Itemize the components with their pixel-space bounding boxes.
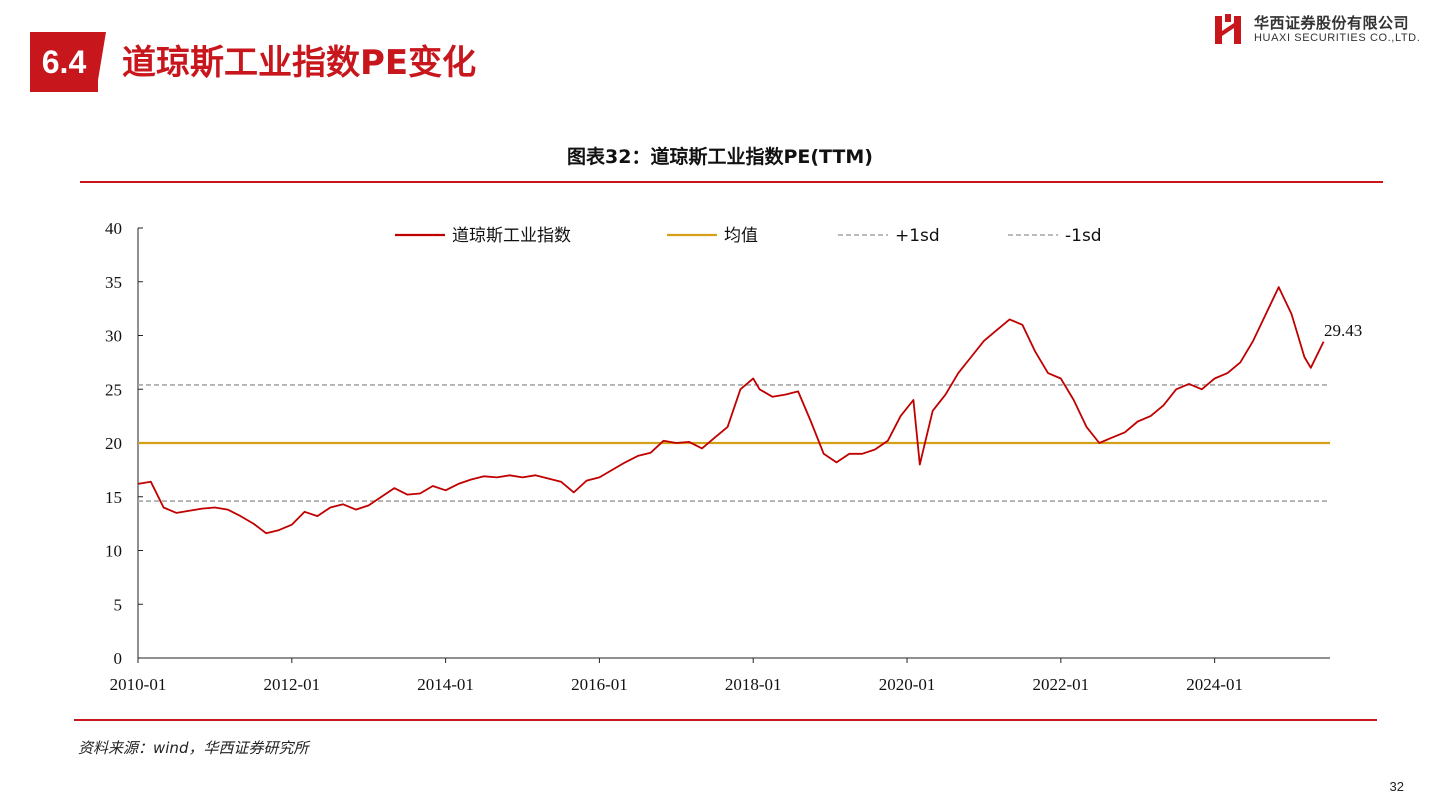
x-tick-label: 2014-01 <box>417 675 474 694</box>
x-tick-label: 2022-01 <box>1033 675 1090 694</box>
legend-label: 均值 <box>724 226 758 246</box>
chart-title: 图表32：道琼斯工业指数PE(TTM) <box>567 146 873 168</box>
x-tick-label: 2018-01 <box>725 675 782 694</box>
huaxi-logo-icon <box>1215 14 1241 44</box>
section-title: 道琼斯工业指数PE变化 <box>122 43 477 83</box>
y-tick-label: 25 <box>105 380 122 399</box>
legend-label: 道琼斯工业指数 <box>452 226 571 246</box>
logo-chinese-name: 华西证券股份有限公司 <box>1254 14 1410 32</box>
series-line-dji-pe <box>137 286 1325 535</box>
y-tick-label: 30 <box>105 327 122 346</box>
source-note: 资料来源：wind，华西证券研究所 <box>78 739 309 757</box>
legend-label: -1sd <box>1065 226 1102 246</box>
y-tick-label: 0 <box>114 649 123 668</box>
company-logo: 华西证券股份有限公司 HUAXI SECURITIES CO.,LTD. <box>1214 12 1429 48</box>
section-number-badge: 6.4 <box>30 32 98 92</box>
legend: 道琼斯工业指数 均值 +1sd -1sd <box>395 226 1102 246</box>
y-tick-label: 40 <box>105 219 122 238</box>
x-tick-label: 2010-01 <box>110 675 167 694</box>
reference-lines <box>138 384 1330 502</box>
series-layer <box>137 286 1325 535</box>
x-tick-label: 2012-01 <box>263 675 320 694</box>
y-tick-label: 35 <box>105 273 122 292</box>
x-tick-label: 2016-01 <box>571 675 628 694</box>
y-tick-label: 20 <box>105 434 122 453</box>
legend-label: +1sd <box>895 226 940 246</box>
y-tick-label: 5 <box>114 595 123 614</box>
page-number: 32 <box>1389 779 1404 794</box>
title-rule <box>80 181 1383 183</box>
footer-rule <box>74 719 1377 721</box>
y-tick-label: 15 <box>105 488 122 507</box>
x-axis: 2010-01 2012-01 2014-01 2016-01 2018-01 2020-… <box>110 657 1330 694</box>
last-value-label: 29.43 <box>1324 321 1362 340</box>
logo-english-name: HUAXI SECURITIES CO.,LTD. <box>1254 32 1421 44</box>
x-tick-label: 2024-01 <box>1186 675 1243 694</box>
badge-notch <box>96 32 106 92</box>
y-axis: 0 5 10 15 20 25 30 35 40 <box>105 219 143 668</box>
x-tick-label: 2020-01 <box>879 675 936 694</box>
y-tick-label: 10 <box>105 542 122 561</box>
